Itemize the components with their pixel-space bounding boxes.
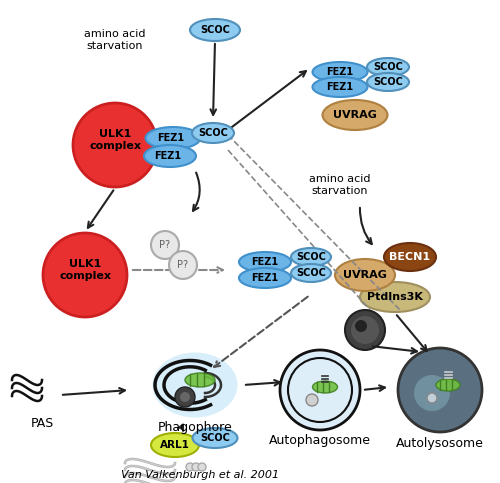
Text: Autolysosome: Autolysosome bbox=[396, 437, 484, 450]
Text: Autophagosome: Autophagosome bbox=[269, 434, 371, 446]
Circle shape bbox=[345, 310, 385, 350]
Circle shape bbox=[414, 375, 450, 411]
Ellipse shape bbox=[312, 62, 368, 82]
Ellipse shape bbox=[291, 264, 331, 282]
Text: SCOC: SCOC bbox=[200, 433, 230, 443]
Ellipse shape bbox=[239, 268, 291, 288]
Ellipse shape bbox=[322, 100, 388, 130]
Ellipse shape bbox=[151, 433, 199, 457]
Ellipse shape bbox=[291, 248, 331, 266]
Text: SCOC: SCOC bbox=[296, 268, 326, 278]
Ellipse shape bbox=[144, 145, 196, 167]
Text: ULK1
complex: ULK1 complex bbox=[59, 259, 111, 281]
Text: PtdIns3K: PtdIns3K bbox=[367, 292, 423, 302]
Text: SCOC: SCOC bbox=[200, 25, 230, 35]
Ellipse shape bbox=[239, 252, 291, 272]
Text: SCOC: SCOC bbox=[198, 128, 228, 138]
Text: ARL1: ARL1 bbox=[160, 440, 190, 450]
Text: FEZ1: FEZ1 bbox=[252, 257, 278, 267]
Circle shape bbox=[398, 348, 482, 432]
Circle shape bbox=[280, 350, 360, 430]
Text: P?: P? bbox=[178, 260, 188, 270]
Circle shape bbox=[306, 394, 318, 406]
Ellipse shape bbox=[312, 77, 368, 97]
Circle shape bbox=[180, 392, 190, 402]
Text: SCOC: SCOC bbox=[373, 62, 403, 72]
Circle shape bbox=[175, 387, 195, 407]
Text: FEZ1: FEZ1 bbox=[158, 133, 184, 143]
Text: Phagophore: Phagophore bbox=[158, 421, 232, 434]
Circle shape bbox=[169, 251, 197, 279]
Ellipse shape bbox=[436, 379, 460, 391]
Text: P?: P? bbox=[160, 240, 170, 250]
Text: BECN1: BECN1 bbox=[390, 252, 430, 262]
Ellipse shape bbox=[146, 127, 201, 149]
Ellipse shape bbox=[335, 259, 395, 291]
Ellipse shape bbox=[192, 123, 234, 143]
Text: FEZ1: FEZ1 bbox=[326, 67, 353, 77]
Circle shape bbox=[43, 233, 127, 317]
Text: ULK1
complex: ULK1 complex bbox=[89, 129, 141, 151]
Ellipse shape bbox=[367, 58, 409, 76]
Text: SCOC: SCOC bbox=[296, 252, 326, 262]
Circle shape bbox=[186, 463, 194, 471]
Text: PAS: PAS bbox=[30, 416, 54, 429]
Ellipse shape bbox=[367, 73, 409, 91]
Circle shape bbox=[151, 231, 179, 259]
Text: Van Valkenburgh et al. 2001: Van Valkenburgh et al. 2001 bbox=[121, 470, 279, 480]
Circle shape bbox=[355, 320, 367, 332]
Circle shape bbox=[198, 463, 206, 471]
Text: UVRAG: UVRAG bbox=[333, 110, 377, 120]
Text: FEZ1: FEZ1 bbox=[154, 151, 182, 161]
Circle shape bbox=[192, 463, 200, 471]
Ellipse shape bbox=[190, 19, 240, 41]
Text: UVRAG: UVRAG bbox=[343, 270, 387, 280]
Ellipse shape bbox=[185, 373, 215, 387]
Circle shape bbox=[427, 393, 437, 403]
Ellipse shape bbox=[192, 428, 238, 448]
Text: amino acid
starvation: amino acid starvation bbox=[84, 29, 146, 51]
Circle shape bbox=[73, 103, 157, 187]
Ellipse shape bbox=[360, 282, 430, 312]
Ellipse shape bbox=[312, 381, 338, 393]
Text: FEZ1: FEZ1 bbox=[252, 273, 278, 283]
Ellipse shape bbox=[152, 353, 238, 417]
Text: FEZ1: FEZ1 bbox=[326, 82, 353, 92]
Ellipse shape bbox=[384, 243, 436, 271]
Text: SCOC: SCOC bbox=[373, 77, 403, 87]
Text: amino acid
starvation: amino acid starvation bbox=[309, 174, 371, 196]
Circle shape bbox=[288, 358, 352, 422]
Circle shape bbox=[351, 316, 379, 344]
